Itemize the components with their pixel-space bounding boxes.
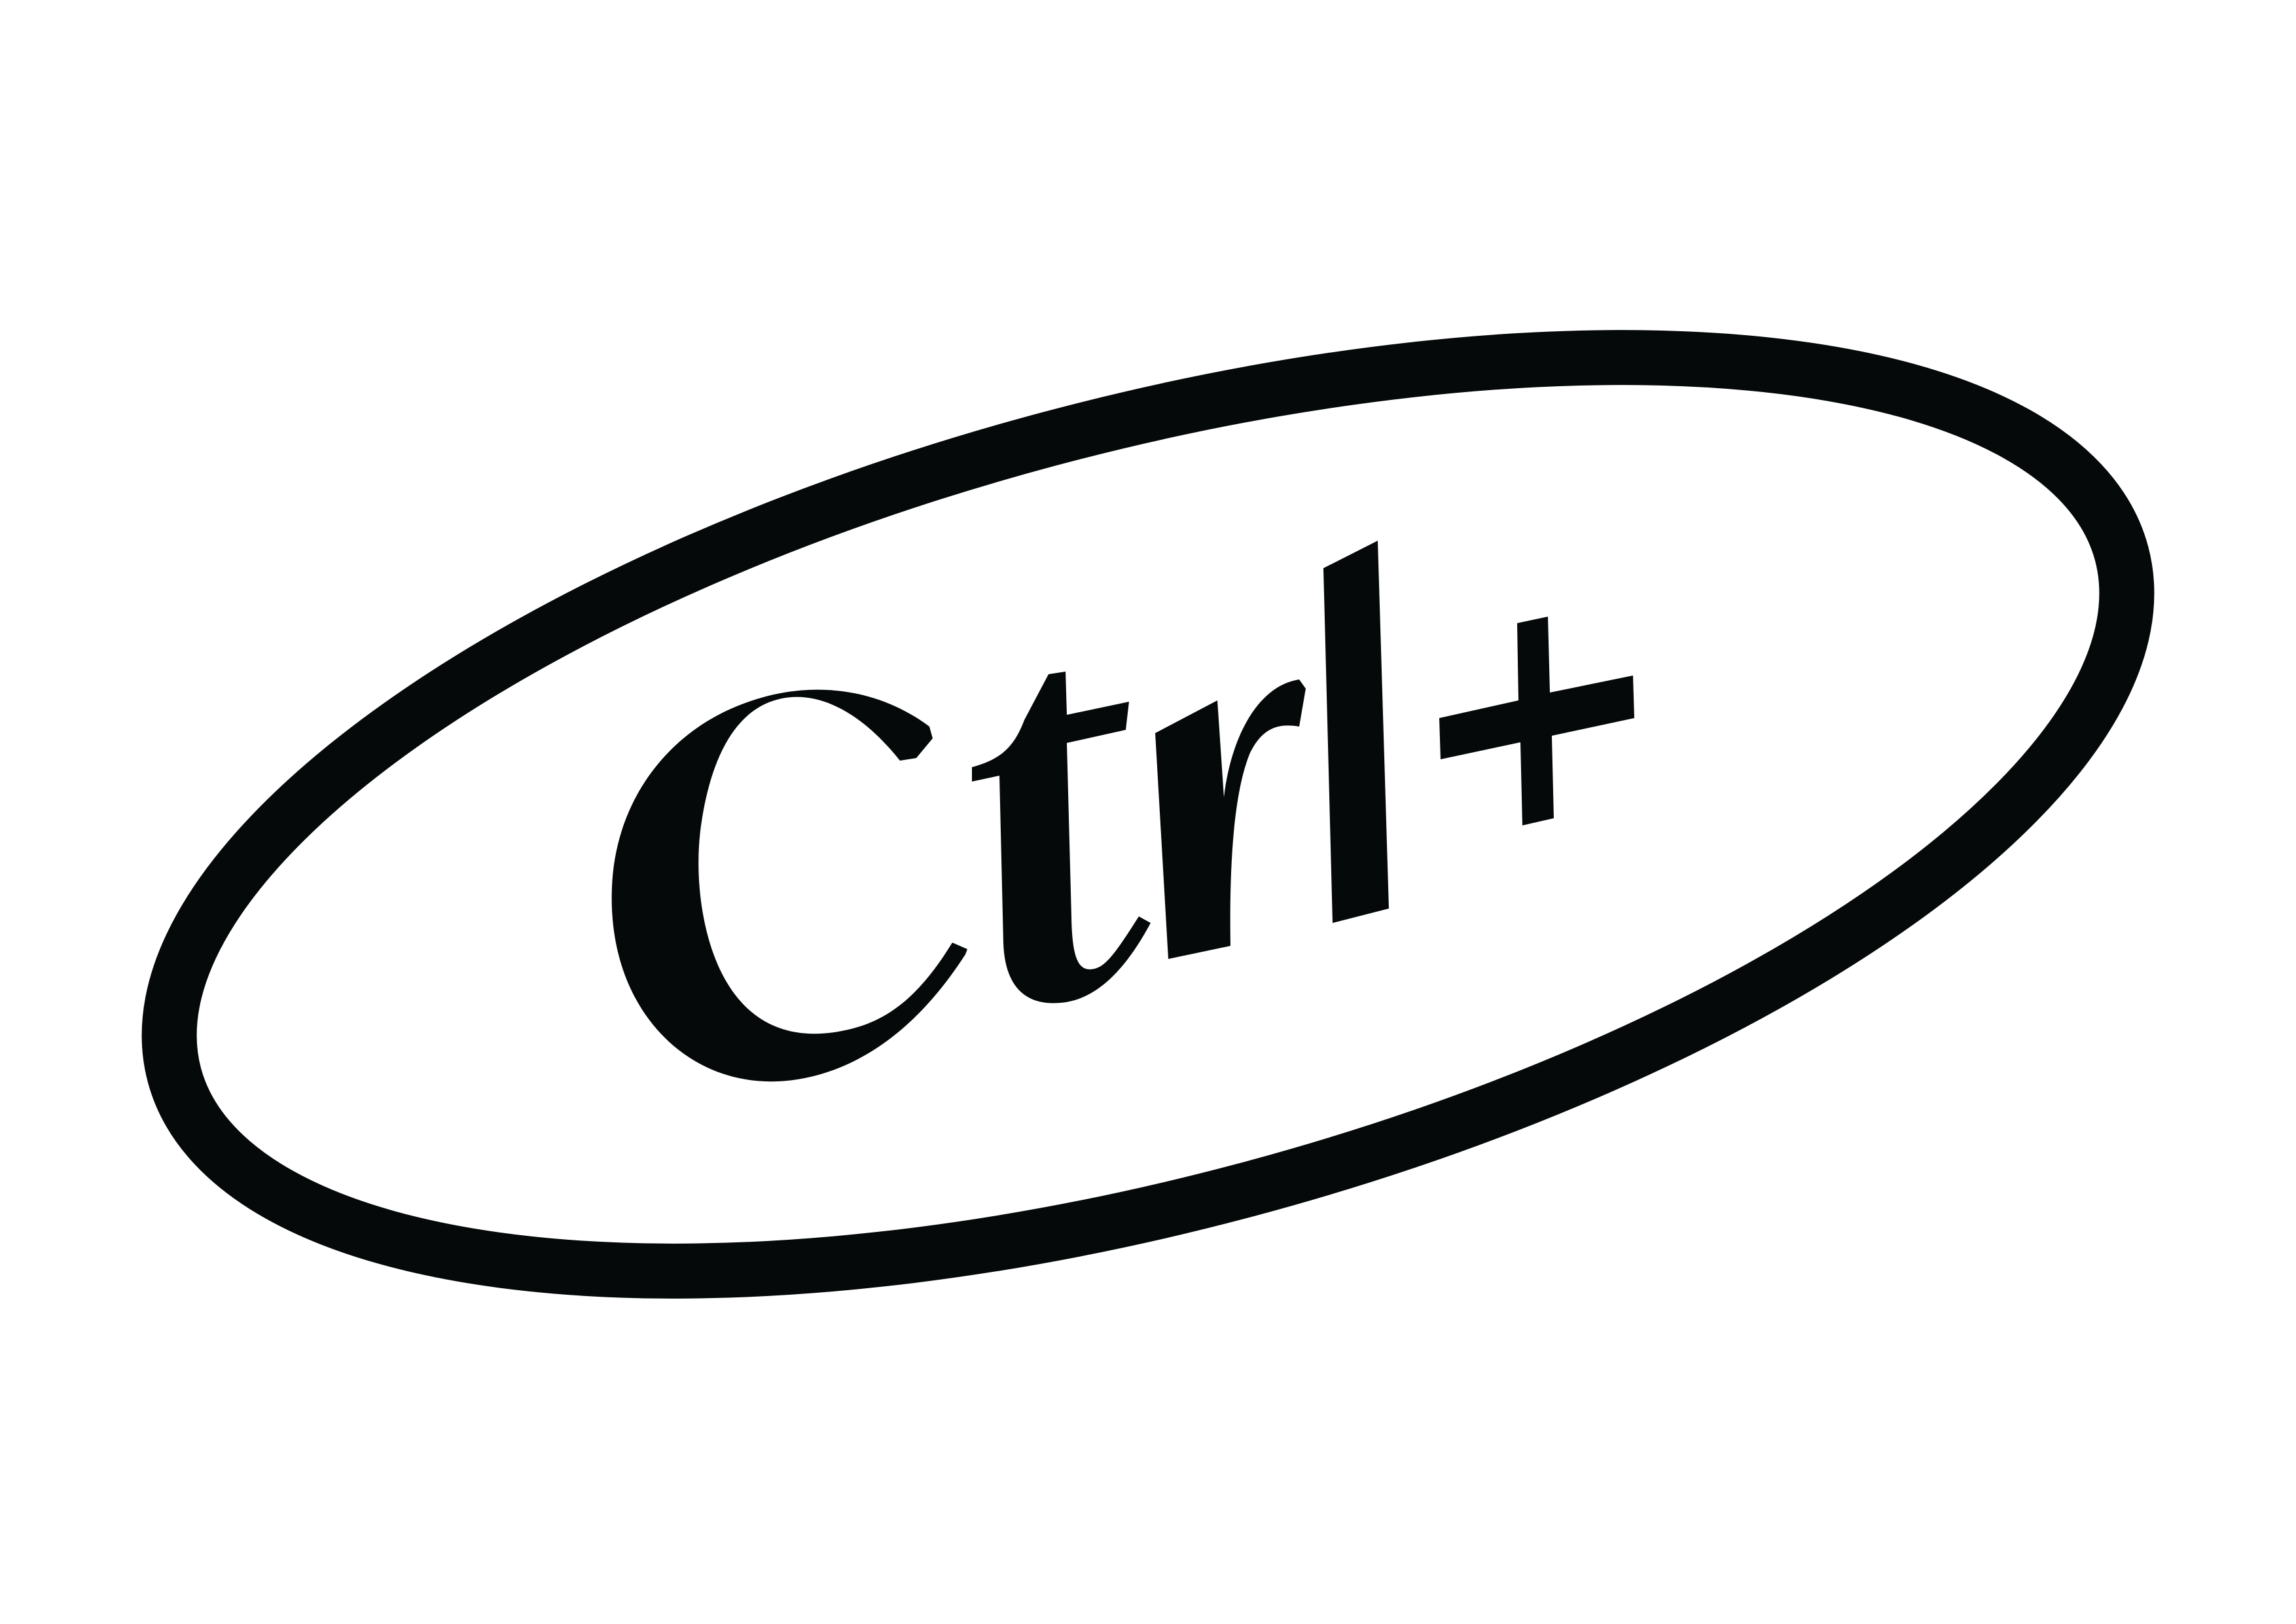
- letter-c-shape: [611, 689, 967, 1082]
- oval-ring-shape: [141, 330, 2155, 1299]
- plus-sign-shape: [1439, 617, 1634, 825]
- letter-r-shape: [1155, 679, 1306, 959]
- logo-wordmark: [611, 541, 1634, 1082]
- letter-l-shape: [1323, 541, 1389, 923]
- logo-oval-ring: [141, 330, 2155, 1299]
- logo-wordmark-text: ctrl+: [1141, 807, 1155, 813]
- letter-t-shape: [972, 672, 1151, 1003]
